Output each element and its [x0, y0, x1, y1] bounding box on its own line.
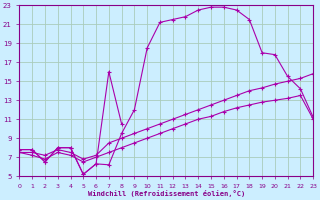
X-axis label: Windchill (Refroidissement éolien,°C): Windchill (Refroidissement éolien,°C): [88, 190, 245, 197]
